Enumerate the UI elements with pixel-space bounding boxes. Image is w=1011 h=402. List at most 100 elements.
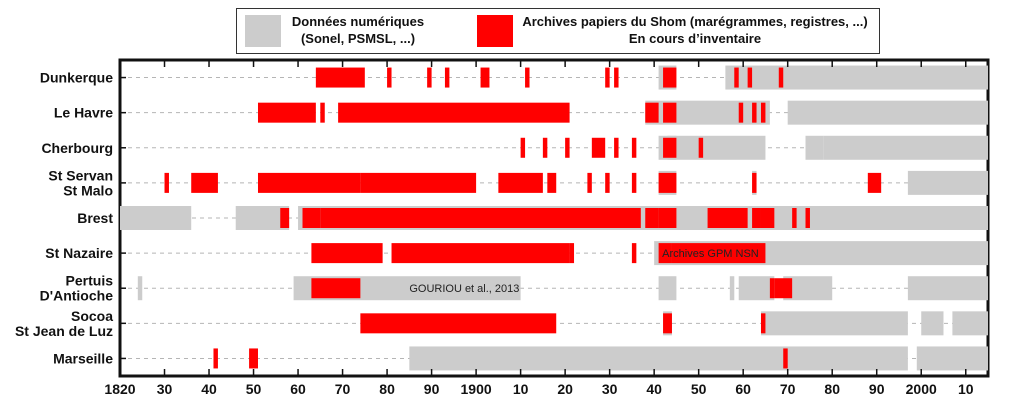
legend-digital-line2: (Sonel, PSMSL, ...) <box>300 31 416 46</box>
paper-period-brest-5 <box>707 208 748 228</box>
x-tick-label-13: 50 <box>691 381 707 397</box>
paper-period-dunkerque-9 <box>747 67 753 88</box>
legend-label-digital: Données numériques (Sonel, PSMSL, ...) <box>283 13 433 47</box>
paper-period-socoa-st-jean-de-luz-0 <box>360 313 557 334</box>
station-label-line: Dunkerque <box>40 70 113 86</box>
paper-period-marseille-0 <box>213 348 218 369</box>
paper-period-cherbourg-3 <box>591 137 606 158</box>
digital-period-marseille-0 <box>409 346 908 371</box>
digital-period-le-havre-1 <box>787 100 988 125</box>
digital-period-pertuis-d-antioche-6 <box>907 276 988 301</box>
paper-period-le-havre-4 <box>663 102 677 123</box>
paper-period-st-servan-st-malo-4 <box>498 172 543 193</box>
x-tick-label-7: 90 <box>424 381 440 397</box>
paper-period-le-havre-6 <box>752 102 757 123</box>
station-label-line: Le Havre <box>54 105 113 121</box>
paper-period-brest-2 <box>320 208 641 228</box>
paper-period-st-servan-st-malo-11 <box>867 172 882 193</box>
paper-period-brest-1 <box>302 208 321 228</box>
digital-period-pertuis-d-antioche-0 <box>137 276 143 301</box>
paper-period-dunkerque-3 <box>480 67 490 88</box>
digital-period-socoa-st-jean-de-luz-1 <box>760 311 908 336</box>
digital-period-cherbourg-1 <box>667 135 766 160</box>
paper-period-dunkerque-4 <box>525 67 530 88</box>
paper-period-brest-9 <box>805 208 810 228</box>
digital-period-dunkerque-1 <box>725 65 988 90</box>
station-label-line: Pertuis <box>66 273 114 289</box>
station-label-socoa-st-jean-de-luz: Socoa St Jean de Luz <box>15 308 113 339</box>
x-tick-label-3: 50 <box>246 381 262 397</box>
paper-period-brest-6 <box>752 208 761 228</box>
x-tick-label-9: 10 <box>513 381 529 397</box>
legend-label-paper: Archives papiers du Shom (marégrammes, r… <box>513 13 877 47</box>
paper-period-st-servan-st-malo-1 <box>191 172 218 193</box>
paper-period-dunkerque-2 <box>444 67 450 88</box>
station-label-line: St Malo <box>63 182 113 198</box>
x-tick-label-1: 30 <box>157 381 173 397</box>
paper-period-st-servan-st-malo-10 <box>752 172 757 193</box>
paper-period-le-havre-2 <box>338 102 570 123</box>
x-tick-label-11: 30 <box>602 381 618 397</box>
paper-period-dunkerque-7 <box>663 67 677 88</box>
paper-period-st-nazaire-3 <box>631 243 637 264</box>
digital-period-cherbourg-2 <box>805 135 824 160</box>
x-tick-label-17: 90 <box>869 381 885 397</box>
digital-period-pertuis-d-antioche-2 <box>658 276 677 301</box>
paper-period-dunkerque-10 <box>778 67 784 88</box>
station-label-le-havre: Le Havre <box>54 105 113 121</box>
paper-period-brest-7 <box>760 208 775 228</box>
station-label-line: St Jean de Luz <box>15 323 113 339</box>
x-tick-label-4: 60 <box>290 381 306 397</box>
station-label-cherbourg: Cherbourg <box>41 140 113 156</box>
legend-swatch-digital <box>245 15 281 47</box>
digital-period-marseille-1 <box>916 346 988 371</box>
paper-period-dunkerque-6 <box>614 67 619 88</box>
x-tick-label-19: 10 <box>958 381 974 397</box>
paper-period-st-servan-st-malo-2 <box>257 172 361 193</box>
paper-period-st-servan-st-malo-5 <box>547 172 557 193</box>
paper-period-dunkerque-8 <box>734 67 739 88</box>
digital-period-st-servan-st-malo-2 <box>907 170 988 195</box>
paper-period-st-nazaire-1 <box>391 243 570 264</box>
paper-period-marseille-1 <box>249 348 258 369</box>
x-tick-label-5: 70 <box>335 381 351 397</box>
paper-period-st-nazaire-4 <box>658 243 672 264</box>
paper-period-st-servan-st-malo-7 <box>605 172 610 193</box>
paper-period-cherbourg-4 <box>614 137 619 158</box>
paper-period-cherbourg-6 <box>663 137 677 158</box>
paper-period-cherbourg-5 <box>631 137 637 158</box>
paper-period-st-servan-st-malo-3 <box>360 172 477 193</box>
station-label-line: Brest <box>77 210 113 226</box>
paper-period-le-havre-7 <box>760 102 766 123</box>
paper-period-brest-4 <box>658 208 677 228</box>
paper-period-le-havre-3 <box>645 102 659 123</box>
paper-period-st-nazaire-2 <box>569 243 575 264</box>
digital-period-brest-0 <box>120 206 192 230</box>
station-label-pertuis-d-antioche: Pertuis D'Antioche <box>40 273 114 304</box>
x-tick-label-15: 70 <box>780 381 796 397</box>
legend-swatch-paper <box>477 15 513 47</box>
paper-period-pertuis-d-antioche-0 <box>311 278 361 299</box>
paper-period-brest-3 <box>645 208 659 228</box>
annotation-pertuis-d-antioche: GOURIOU et al., 2013 <box>409 283 519 295</box>
paper-period-socoa-st-jean-de-luz-1 <box>663 313 672 334</box>
station-label-line: Socoa <box>71 308 113 324</box>
x-tick-label-16: 80 <box>824 381 840 397</box>
legend-paper-line1: Archives papiers du Shom (marégrammes, r… <box>522 14 868 29</box>
paper-period-socoa-st-jean-de-luz-2 <box>760 313 766 334</box>
paper-period-st-nazaire-0 <box>311 243 383 264</box>
paper-period-dunkerque-5 <box>605 67 610 88</box>
station-label-marseille: Marseille <box>53 350 113 366</box>
legend-digital-line1: Données numériques <box>291 14 425 29</box>
x-tick-label-10: 20 <box>557 381 573 397</box>
paper-period-cherbourg-7 <box>698 137 704 158</box>
paper-period-dunkerque-11 <box>427 67 432 88</box>
paper-period-dunkerque-0 <box>315 67 365 88</box>
paper-period-le-havre-1 <box>320 102 325 123</box>
paper-period-st-servan-st-malo-6 <box>587 172 592 193</box>
station-label-line: D'Antioche <box>40 288 114 304</box>
station-label-line: St Nazaire <box>45 245 113 261</box>
paper-period-dunkerque-1 <box>387 67 392 88</box>
paper-period-marseille-2 <box>783 348 788 369</box>
